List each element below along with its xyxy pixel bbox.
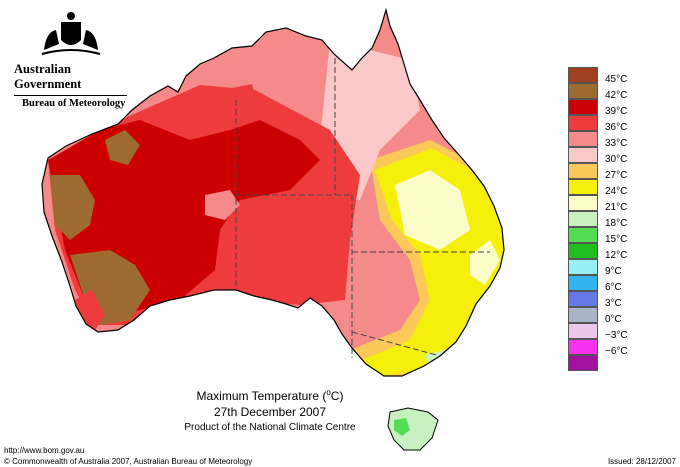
tasmania xyxy=(387,407,439,451)
footer-issued: Issued: 28/12/2007 xyxy=(607,457,676,466)
legend-label: 24°C xyxy=(605,186,628,197)
legend-swatch xyxy=(568,291,598,307)
legend-label: 6°C xyxy=(605,282,622,293)
legend-label: 27°C xyxy=(605,170,628,181)
legend-swatch xyxy=(568,275,598,291)
legend-label: 33°C xyxy=(605,138,628,149)
legend-swatch xyxy=(568,163,598,179)
legend-swatch xyxy=(568,339,598,355)
bom-branding: Australian Government Bureau of Meteorol… xyxy=(8,10,133,109)
legend-swatch xyxy=(568,259,598,275)
legend-swatch xyxy=(568,307,598,323)
map-date: 27th December 2007 xyxy=(213,405,327,419)
legend-label: 15°C xyxy=(605,234,628,245)
legend-label: 30°C xyxy=(605,154,628,165)
legend-label: 3°C xyxy=(605,298,622,309)
legend-label: 12°C xyxy=(605,250,628,261)
legend-swatch xyxy=(568,147,598,163)
legend-label: 21°C xyxy=(605,202,628,213)
legend-label: −6°C xyxy=(605,346,628,357)
branding-divider xyxy=(14,95,127,96)
tasmania-cool-patch xyxy=(394,418,410,436)
legend-swatch xyxy=(568,227,598,243)
legend-swatch xyxy=(568,115,598,131)
legend-swatch xyxy=(568,211,598,227)
legend-swatch xyxy=(568,83,598,99)
legend-label: −3°C xyxy=(605,330,628,341)
legend-label: 45°C xyxy=(605,74,628,85)
legend-swatch xyxy=(568,355,598,371)
legend-label: 0°C xyxy=(605,314,622,325)
legend-swatch xyxy=(568,179,598,195)
legend-swatch xyxy=(568,243,598,259)
map-product: Product of the National Climate Centre xyxy=(184,422,356,433)
legend-swatch xyxy=(568,67,598,83)
map-title: Maximum Temperature (oC) xyxy=(196,388,344,403)
government-name: Australian Government xyxy=(14,62,82,91)
coat-of-arms-icon xyxy=(41,12,100,55)
legend-swatch xyxy=(568,195,598,211)
legend-swatch xyxy=(568,323,598,339)
footer-copyright: © Commonwealth of Australia 2007, Austra… xyxy=(4,457,253,466)
footer-url: http://www.bom.gov.au xyxy=(4,446,85,455)
legend-label: 36°C xyxy=(605,122,628,133)
legend-swatch xyxy=(568,131,598,147)
agency-name: Bureau of Meteorology xyxy=(22,98,126,109)
australia-coastline xyxy=(41,7,505,377)
legend-label: 42°C xyxy=(605,90,628,101)
legend-label: 18°C xyxy=(605,218,628,229)
legend-label: 39°C xyxy=(605,106,628,117)
legend-swatch xyxy=(568,99,598,115)
legend-label: 9°C xyxy=(605,266,622,277)
